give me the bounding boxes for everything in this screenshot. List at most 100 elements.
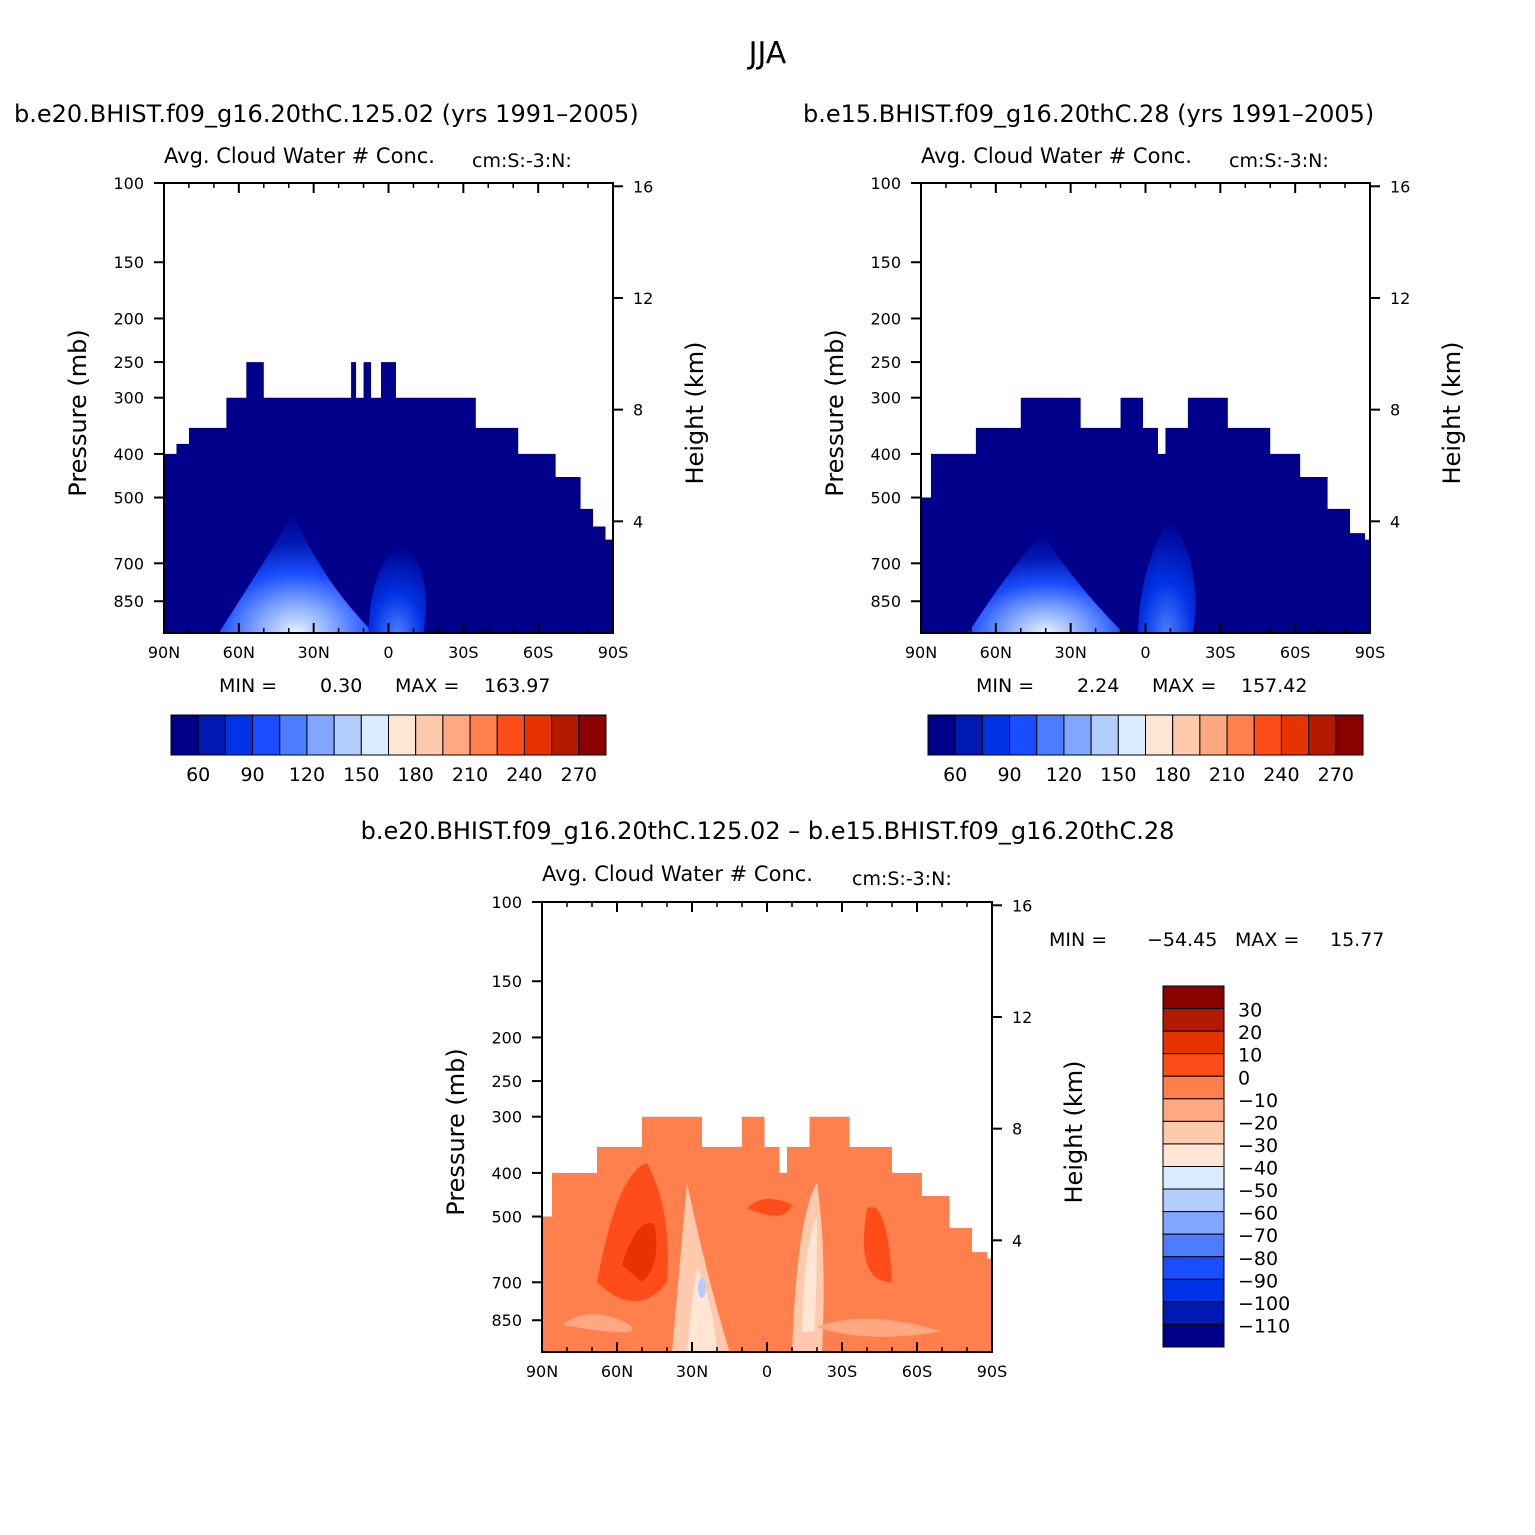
colorbar-label: 90 bbox=[240, 764, 264, 786]
panel1-max-label: MAX = bbox=[395, 675, 460, 697]
y-right-tick-label: 8 bbox=[1390, 401, 1400, 420]
colorbar-box bbox=[442, 714, 471, 756]
y-tick-label: 850 bbox=[113, 592, 144, 611]
x-tick-label: 90S bbox=[1355, 643, 1386, 662]
x-tick-label: 60N bbox=[223, 643, 255, 662]
y-tick-label: 100 bbox=[870, 174, 901, 193]
panel2-plot: 90N 60N 30N 0 30S 60S 90S 100 150 200 250 300 400 500… bbox=[821, 174, 1466, 786]
colorbar-label: 10 bbox=[1238, 1045, 1262, 1067]
colorbar-box bbox=[1172, 714, 1201, 756]
colorbar-label: −80 bbox=[1238, 1248, 1278, 1270]
x-tick-label: 60S bbox=[1280, 643, 1311, 662]
y-tick-label: 400 bbox=[491, 1164, 522, 1183]
colorbar-box bbox=[252, 714, 281, 756]
y-tick-label: 150 bbox=[113, 253, 144, 272]
colorbar-box bbox=[170, 714, 199, 756]
y-tick-label: 300 bbox=[491, 1108, 522, 1127]
panel1-min-label: MIN = bbox=[219, 675, 278, 697]
colorbar-label: −50 bbox=[1238, 1180, 1278, 1202]
colorbar-label: −90 bbox=[1238, 1270, 1278, 1292]
colorbar-box bbox=[1162, 1323, 1225, 1348]
y-tick-label: 250 bbox=[870, 353, 901, 372]
colorbar-label: −110 bbox=[1238, 1315, 1290, 1337]
panel2-max-label: MAX = bbox=[1152, 675, 1217, 697]
x-tick-label: 90S bbox=[598, 643, 629, 662]
colorbar-box bbox=[1090, 714, 1119, 756]
colorbar-box bbox=[1162, 1030, 1225, 1055]
panel1-subtitle-right: cm:S:-3:N: bbox=[472, 150, 572, 172]
colorbar-box bbox=[1253, 714, 1282, 756]
patch-negative-core bbox=[687, 1267, 717, 1352]
x-tick-label: 30S bbox=[827, 1362, 858, 1381]
colorbar-box bbox=[415, 714, 444, 756]
y-right-axis-label: Height (km) bbox=[1060, 1061, 1088, 1204]
y-tick-label: 300 bbox=[113, 389, 144, 408]
field-group bbox=[542, 1116, 992, 1352]
x-tick-label: 90N bbox=[905, 643, 937, 662]
colorbar-box bbox=[360, 714, 389, 756]
colorbar-box bbox=[388, 714, 417, 756]
patch-negative-low-south bbox=[817, 1318, 942, 1337]
y-axis-label: Pressure (mb) bbox=[821, 329, 849, 496]
plume-north bbox=[968, 533, 1124, 633]
colorbar-label: 60 bbox=[186, 764, 210, 786]
patch-positive-south bbox=[863, 1206, 892, 1283]
colorbar-box bbox=[1162, 1008, 1225, 1032]
x-tick-label: 0 bbox=[762, 1362, 772, 1381]
x-tick-label: 0 bbox=[383, 643, 393, 662]
colorbar-box bbox=[333, 714, 362, 756]
y-right-tick-label: 12 bbox=[1390, 289, 1410, 308]
colorbar-label: 150 bbox=[1100, 764, 1136, 786]
colorbar: 60 90 120 150 180 210 240 270 bbox=[927, 714, 1364, 786]
colorbar-box bbox=[197, 714, 226, 756]
colorbar-label: −60 bbox=[1238, 1203, 1278, 1225]
y-right-tick-label: 16 bbox=[633, 177, 653, 196]
y-tick-label: 400 bbox=[870, 445, 901, 464]
y-tick-label: 700 bbox=[870, 554, 901, 573]
patch-min bbox=[698, 1277, 706, 1298]
y-tick-label: 250 bbox=[491, 1072, 522, 1091]
x-tick-label: 0 bbox=[1140, 643, 1150, 662]
colorbar: 60 90 120 150 180 210 240 270 bbox=[170, 714, 607, 786]
colorbar-box bbox=[578, 714, 607, 756]
colorbar-label: 120 bbox=[1046, 764, 1082, 786]
panel3-subtitle-left: Avg. Cloud Water # Conc. bbox=[542, 862, 813, 886]
plume-equator bbox=[1137, 519, 1196, 633]
colorbar-label: −20 bbox=[1238, 1112, 1278, 1134]
y-right-tick-label: 4 bbox=[1012, 1231, 1022, 1250]
panel1-min-value: 0.30 bbox=[320, 675, 363, 697]
panel1-max-value: 163.97 bbox=[484, 675, 551, 697]
colorbar-box bbox=[1162, 1256, 1225, 1280]
y-tick-label: 500 bbox=[113, 489, 144, 508]
y-axis-label: Pressure (mb) bbox=[442, 1048, 470, 1215]
colorbar-box bbox=[1162, 1301, 1225, 1325]
colorbar-label: 240 bbox=[506, 764, 542, 786]
panel3-min-value: −54.45 bbox=[1147, 929, 1218, 951]
colorbar-box bbox=[954, 714, 983, 756]
field-group bbox=[164, 362, 613, 633]
y-tick-label: 500 bbox=[870, 489, 901, 508]
y-tick-label: 700 bbox=[491, 1273, 522, 1292]
colorbar: 3020100−10−20−30−40−50−60−70−80−90−100−1… bbox=[1162, 985, 1290, 1348]
y-tick-label: 500 bbox=[491, 1208, 522, 1227]
colorbar-label: 120 bbox=[289, 764, 325, 786]
panel2-min-value: 2.24 bbox=[1077, 675, 1120, 697]
colorbar-label: 90 bbox=[997, 764, 1021, 786]
patch-max bbox=[622, 1223, 657, 1283]
panel3-subtitle-right: cm:S:-3:N: bbox=[852, 868, 952, 890]
panel2-title: b.e15.BHIST.f09_g16.20thC.28 (yrs 1991–2… bbox=[803, 100, 1375, 128]
x-tick-label: 30S bbox=[1205, 643, 1236, 662]
colorbar-box bbox=[1162, 985, 1225, 1010]
plume-equator bbox=[368, 545, 426, 633]
colorbar-box bbox=[469, 714, 498, 756]
field-group bbox=[921, 397, 1370, 633]
colorbar-box bbox=[1162, 1278, 1225, 1303]
colorbar-box bbox=[1199, 714, 1228, 756]
colorbar-label: 210 bbox=[452, 764, 488, 786]
colorbar-label: 270 bbox=[1318, 764, 1354, 786]
y-right-tick-label: 16 bbox=[1390, 177, 1410, 196]
y-tick-label: 150 bbox=[491, 972, 522, 991]
colorbar-box bbox=[279, 714, 308, 756]
y-right-axis-label: Height (km) bbox=[681, 342, 709, 485]
y-tick-label: 850 bbox=[870, 592, 901, 611]
